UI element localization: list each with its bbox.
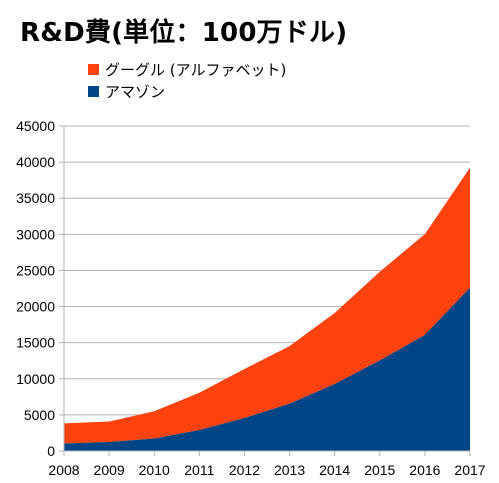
legend-swatch-amazon — [88, 85, 99, 97]
series-area-google — [64, 167, 470, 444]
x-tick-label: 2008 — [48, 462, 79, 478]
legend-item-amazon: アマゾン — [88, 80, 286, 102]
legend-swatch-google — [88, 63, 99, 75]
y-tick-label: 5000 — [24, 407, 55, 423]
x-tick-label: 2015 — [364, 462, 395, 478]
y-tick-label: 30000 — [16, 226, 55, 242]
tick-labels: 0 5000 10000 15000 20000 25000 30000 35000 40000… — [16, 118, 486, 478]
y-tick-label: 15000 — [16, 335, 55, 351]
legend-label-amazon: アマゾン — [105, 82, 166, 101]
x-tick-label: 2011 — [184, 462, 214, 478]
x-tick-label: 2014 — [319, 462, 350, 478]
x-tick-label: 2010 — [139, 462, 170, 478]
chart-title: R&D費(単位：100万ドル) — [20, 18, 348, 48]
x-tick-label: 2009 — [94, 462, 125, 478]
series-area-amazon — [64, 287, 470, 451]
y-tick-label: 20000 — [16, 299, 55, 315]
y-tick-label: 0 — [47, 443, 55, 459]
x-tick-label: 2017 — [454, 462, 485, 478]
y-tick-label: 35000 — [16, 190, 55, 206]
x-tick-label: 2013 — [274, 462, 305, 478]
y-tick-label: 45000 — [16, 118, 55, 134]
areas — [64, 167, 470, 451]
legend: グーグル (アルファベット) アマゾン — [88, 58, 286, 102]
axes — [63, 126, 471, 456]
y-tick-label: 10000 — [16, 371, 55, 387]
y-tick-label: 40000 — [16, 154, 55, 170]
legend-label-google: グーグル (アルファベット) — [105, 60, 287, 79]
y-tick-label: 25000 — [16, 262, 55, 278]
x-tick-label: 2012 — [229, 462, 260, 478]
x-tick-label: 2016 — [409, 462, 440, 478]
legend-item-google: グーグル (アルファベット) — [88, 58, 286, 80]
